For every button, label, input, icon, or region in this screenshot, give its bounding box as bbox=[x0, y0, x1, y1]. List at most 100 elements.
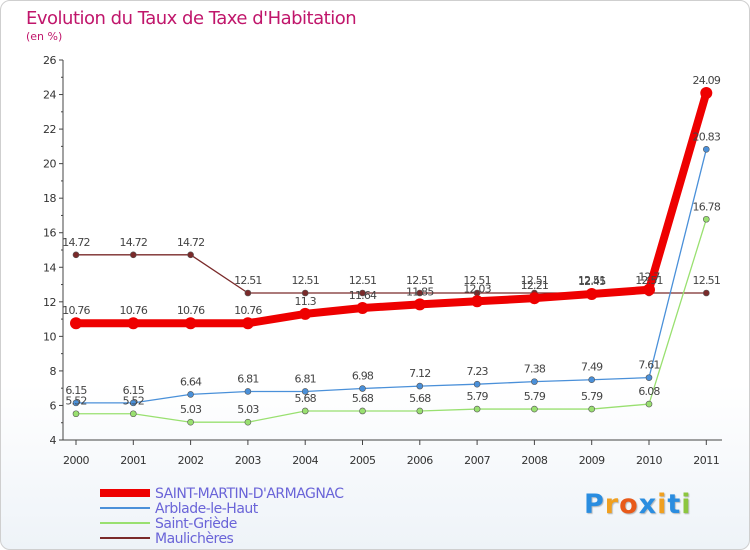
y-tick-label: 22 bbox=[43, 123, 56, 136]
data-label: 6.64 bbox=[180, 375, 202, 388]
data-label: 6.08 bbox=[638, 385, 660, 398]
data-point bbox=[187, 391, 194, 398]
data-label: 5.52 bbox=[123, 395, 144, 408]
logo-letter: P bbox=[584, 489, 605, 520]
data-label: 12.51 bbox=[234, 274, 262, 287]
proxiti-logo: Proxiti bbox=[584, 489, 692, 520]
logo-letter: x bbox=[638, 489, 658, 520]
data-label: 10.76 bbox=[177, 304, 205, 317]
y-tick-label: 4 bbox=[50, 434, 57, 447]
data-label: 24.09 bbox=[693, 74, 721, 87]
data-label: 5.79 bbox=[524, 390, 546, 403]
data-label: 5.03 bbox=[180, 403, 202, 416]
data-label: 5.79 bbox=[581, 390, 603, 403]
series-line-1 bbox=[75, 148, 707, 404]
chart-title: Evolution du Taux de Taxe d'Habitation bbox=[26, 8, 356, 29]
data-point bbox=[471, 295, 484, 308]
data-point bbox=[244, 388, 252, 395]
data-point bbox=[301, 289, 309, 297]
y-tick-label: 10 bbox=[43, 330, 56, 343]
data-point bbox=[72, 410, 80, 418]
data-label: 14.72 bbox=[62, 236, 90, 249]
data-label: 12.51 bbox=[463, 274, 491, 287]
data-label: 12.51 bbox=[578, 274, 606, 287]
y-tick-label: 8 bbox=[50, 365, 57, 378]
data-label: 12.03 bbox=[463, 282, 491, 295]
data-point bbox=[72, 251, 80, 259]
logo-letter: o bbox=[619, 489, 639, 520]
data-label: 12.51 bbox=[349, 274, 377, 287]
y-tick-label: 6 bbox=[50, 399, 57, 412]
legend-label-0: SAINT-MARTIN-D'ARMAGNAC bbox=[155, 486, 344, 502]
data-point bbox=[473, 380, 481, 388]
data-point bbox=[702, 215, 710, 223]
data-point bbox=[356, 302, 369, 315]
data-point bbox=[700, 86, 713, 99]
data-point bbox=[473, 405, 481, 413]
data-label: 7.38 bbox=[524, 363, 546, 376]
data-point bbox=[301, 407, 309, 415]
legend-label-3: Maulichères bbox=[155, 531, 234, 547]
data-label: 14.72 bbox=[120, 236, 148, 249]
y-tick-label: 24 bbox=[43, 89, 56, 102]
data-point bbox=[588, 376, 596, 384]
x-tick-label: 2011 bbox=[693, 454, 719, 467]
data-label: 12.51 bbox=[693, 274, 721, 287]
logo-letter: i bbox=[657, 489, 668, 520]
data-label: 12.45 bbox=[578, 275, 606, 288]
data-point bbox=[244, 418, 252, 426]
data-label: 12.51 bbox=[635, 274, 663, 287]
x-tick-label: 2007 bbox=[464, 454, 490, 467]
data-point bbox=[127, 317, 140, 330]
data-label: 11.64 bbox=[349, 289, 377, 302]
x-tick-label: 2008 bbox=[521, 454, 547, 467]
data-point bbox=[70, 317, 82, 330]
data-point bbox=[416, 289, 424, 297]
data-point bbox=[585, 288, 598, 301]
data-label: 12.51 bbox=[406, 274, 434, 287]
data-label: 7.23 bbox=[466, 365, 488, 378]
data-label: 5.79 bbox=[466, 390, 488, 403]
data-point bbox=[301, 388, 309, 395]
data-label: 16.78 bbox=[693, 200, 721, 213]
axes: 4 6 8 10 12 14 16 18 20 22 24 26 2000 2001 2002 2003 200… bbox=[43, 54, 722, 467]
legend-label-2: Saint-Griède bbox=[155, 516, 237, 532]
data-point bbox=[416, 382, 424, 390]
data-label: 10.76 bbox=[62, 304, 90, 317]
data-label: 7.49 bbox=[581, 361, 603, 374]
data-point bbox=[645, 374, 653, 381]
y-tick-label: 20 bbox=[43, 158, 56, 171]
data-point bbox=[531, 378, 538, 385]
data-point bbox=[702, 146, 710, 153]
data-label: 7.12 bbox=[409, 367, 430, 380]
data-point bbox=[187, 418, 194, 426]
data-point bbox=[187, 251, 194, 259]
data-label: 12.7 bbox=[638, 271, 660, 284]
data-label: 5.03 bbox=[237, 403, 259, 416]
data-point bbox=[244, 289, 252, 297]
x-tick-label: 2002 bbox=[178, 454, 204, 467]
data-point bbox=[588, 405, 596, 413]
data-label: 11.85 bbox=[406, 285, 434, 298]
data-label: 5.68 bbox=[409, 392, 431, 405]
logo-letter: i bbox=[681, 489, 692, 520]
data-label: 10.76 bbox=[234, 304, 262, 317]
chart-subtitle: (en %) bbox=[26, 30, 62, 43]
data-label: 10.76 bbox=[120, 304, 148, 317]
data-point bbox=[130, 410, 137, 418]
legend: SAINT-MARTIN-D'ARMAGNACArblade-le-HautSa… bbox=[100, 486, 345, 547]
data-label: 6.15 bbox=[123, 384, 145, 397]
y-tick-label: 12 bbox=[43, 296, 56, 309]
data-label: 5.68 bbox=[352, 392, 374, 405]
data-point bbox=[528, 292, 541, 305]
data-point bbox=[643, 283, 655, 296]
x-tick-label: 2004 bbox=[292, 454, 318, 467]
data-label: 7.61 bbox=[638, 359, 659, 372]
series-line-0 bbox=[72, 88, 711, 328]
data-label: 20.83 bbox=[693, 130, 721, 143]
data-point bbox=[702, 289, 710, 297]
data-label: 12.21 bbox=[521, 279, 549, 292]
x-tick-label: 2003 bbox=[235, 454, 261, 467]
logo-letter: t bbox=[667, 489, 682, 520]
